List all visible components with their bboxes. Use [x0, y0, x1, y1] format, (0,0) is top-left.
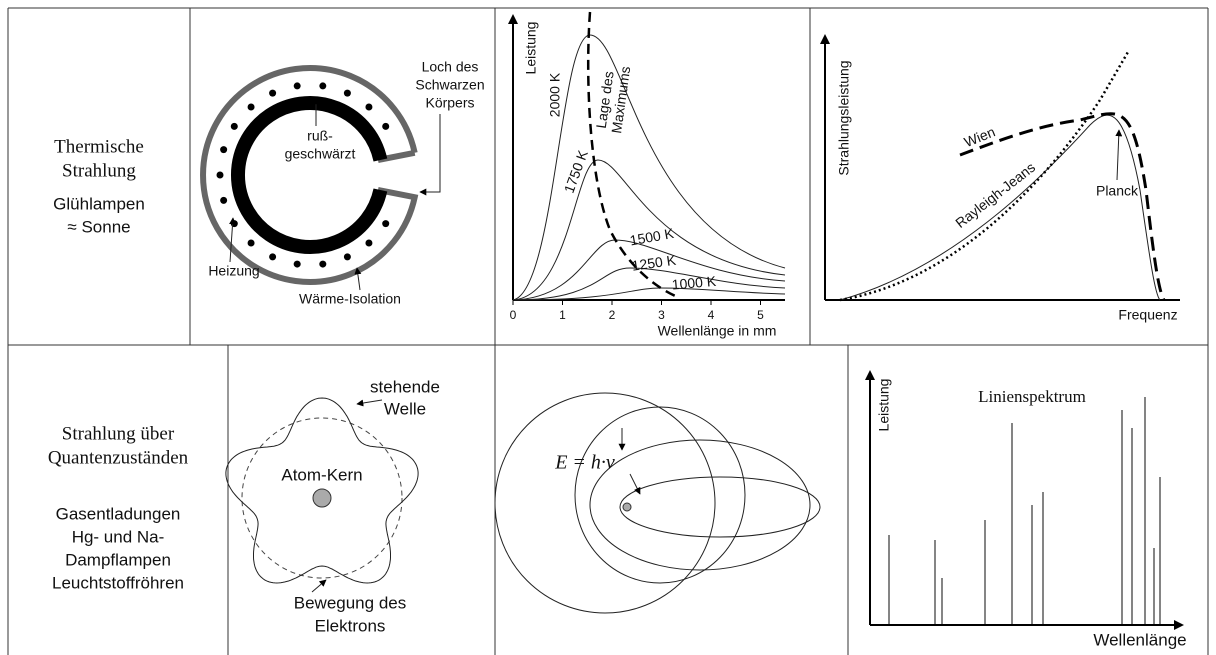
heater-dot: [247, 103, 255, 111]
curve-label: Lage des: [593, 70, 617, 129]
heater-dot: [319, 82, 327, 90]
arrow: [629, 473, 641, 495]
heater-dot: [382, 220, 390, 228]
heater-dot: [220, 196, 228, 204]
label: Bewegung des: [294, 593, 406, 612]
x-tick-label: 0: [510, 308, 517, 322]
orbits: [494, 392, 821, 614]
cavity: [200, 65, 419, 285]
axis-label: Leistung: [876, 379, 892, 432]
heater-dot: [230, 122, 238, 130]
heater-dot: [343, 253, 351, 261]
label: Atom-Kern: [281, 465, 362, 484]
x-tick-label: 3: [658, 308, 665, 322]
arrow: [229, 217, 237, 263]
axis-label: Frequenz: [1118, 307, 1177, 323]
planck-chart: [508, 11, 786, 305]
grid-frame: [7, 7, 1209, 655]
x-tick-label: 4: [708, 308, 715, 322]
axes: [824, 40, 1180, 301]
arrow: [1115, 129, 1123, 181]
heater-dot: [382, 122, 390, 130]
curve-label: 1500 K: [629, 225, 676, 249]
curve-label: 1250 K: [631, 252, 678, 274]
label: ruß-: [307, 128, 333, 144]
label: geschwärzt: [285, 146, 356, 162]
heater-dot: [269, 89, 277, 97]
formula: E = h·ν: [554, 452, 615, 474]
label: Welle: [384, 399, 426, 418]
atom: [225, 397, 419, 584]
heater-dot: [269, 253, 277, 261]
example: Hg- und Na-: [72, 527, 165, 546]
curve-label: 1000 K: [671, 273, 717, 293]
heater-dot: [319, 260, 327, 268]
heater-dot: [247, 239, 255, 247]
axis-label: Strahlungsleistung: [836, 60, 852, 175]
label: Heizung: [208, 263, 259, 279]
curve-label: 1750 K: [561, 147, 591, 195]
heater-dot: [293, 260, 301, 268]
heading: Strahlung: [62, 160, 136, 181]
heater-dot: [220, 146, 228, 154]
curve-label: Planck: [1096, 183, 1139, 199]
laws-chart: [820, 34, 1180, 302]
example: Leuchtstoffröhren: [52, 573, 184, 592]
x-tick-label: 2: [609, 308, 616, 322]
heater-dot: [365, 103, 373, 111]
example: Gasentladungen: [56, 504, 181, 523]
arrow: [356, 399, 383, 407]
label: Schwarzen: [415, 77, 484, 93]
heading: Quantenzuständen: [48, 447, 189, 468]
axes: [512, 18, 785, 301]
curve-label: Rayleigh-Jeans: [952, 159, 1038, 231]
label: Körpers: [425, 95, 474, 111]
example: ≈ Sonne: [67, 217, 130, 236]
label: Elektrons: [315, 616, 386, 635]
title: Linienspektrum: [978, 387, 1086, 406]
label: Wärme-Isolation: [299, 291, 401, 307]
arrow: [311, 579, 327, 593]
axis-label: Leistung: [523, 22, 539, 75]
curve-label: 2000 K: [547, 72, 563, 117]
heater-dot: [293, 82, 301, 90]
heading: Strahlung über: [62, 423, 175, 444]
arrow: [419, 114, 441, 196]
axis-label: Wellenlänge in mm: [658, 323, 777, 339]
label: Loch des: [422, 59, 479, 75]
example: Glühlampen: [53, 194, 145, 213]
arrow: [354, 267, 362, 291]
heater-dot: [216, 171, 224, 179]
x-tick-label: 5: [757, 308, 764, 322]
label: stehende: [370, 377, 440, 396]
example: Dampflampen: [65, 550, 171, 569]
spectrum: [865, 370, 1184, 630]
heater-dot: [230, 220, 238, 228]
axes: [869, 376, 1178, 626]
heater-dot: [365, 239, 373, 247]
x-tick-label: 1: [559, 308, 566, 322]
heater-dot: [343, 89, 351, 97]
heading: Thermische: [54, 136, 144, 157]
axis-label: Wellenlänge: [1093, 630, 1186, 649]
